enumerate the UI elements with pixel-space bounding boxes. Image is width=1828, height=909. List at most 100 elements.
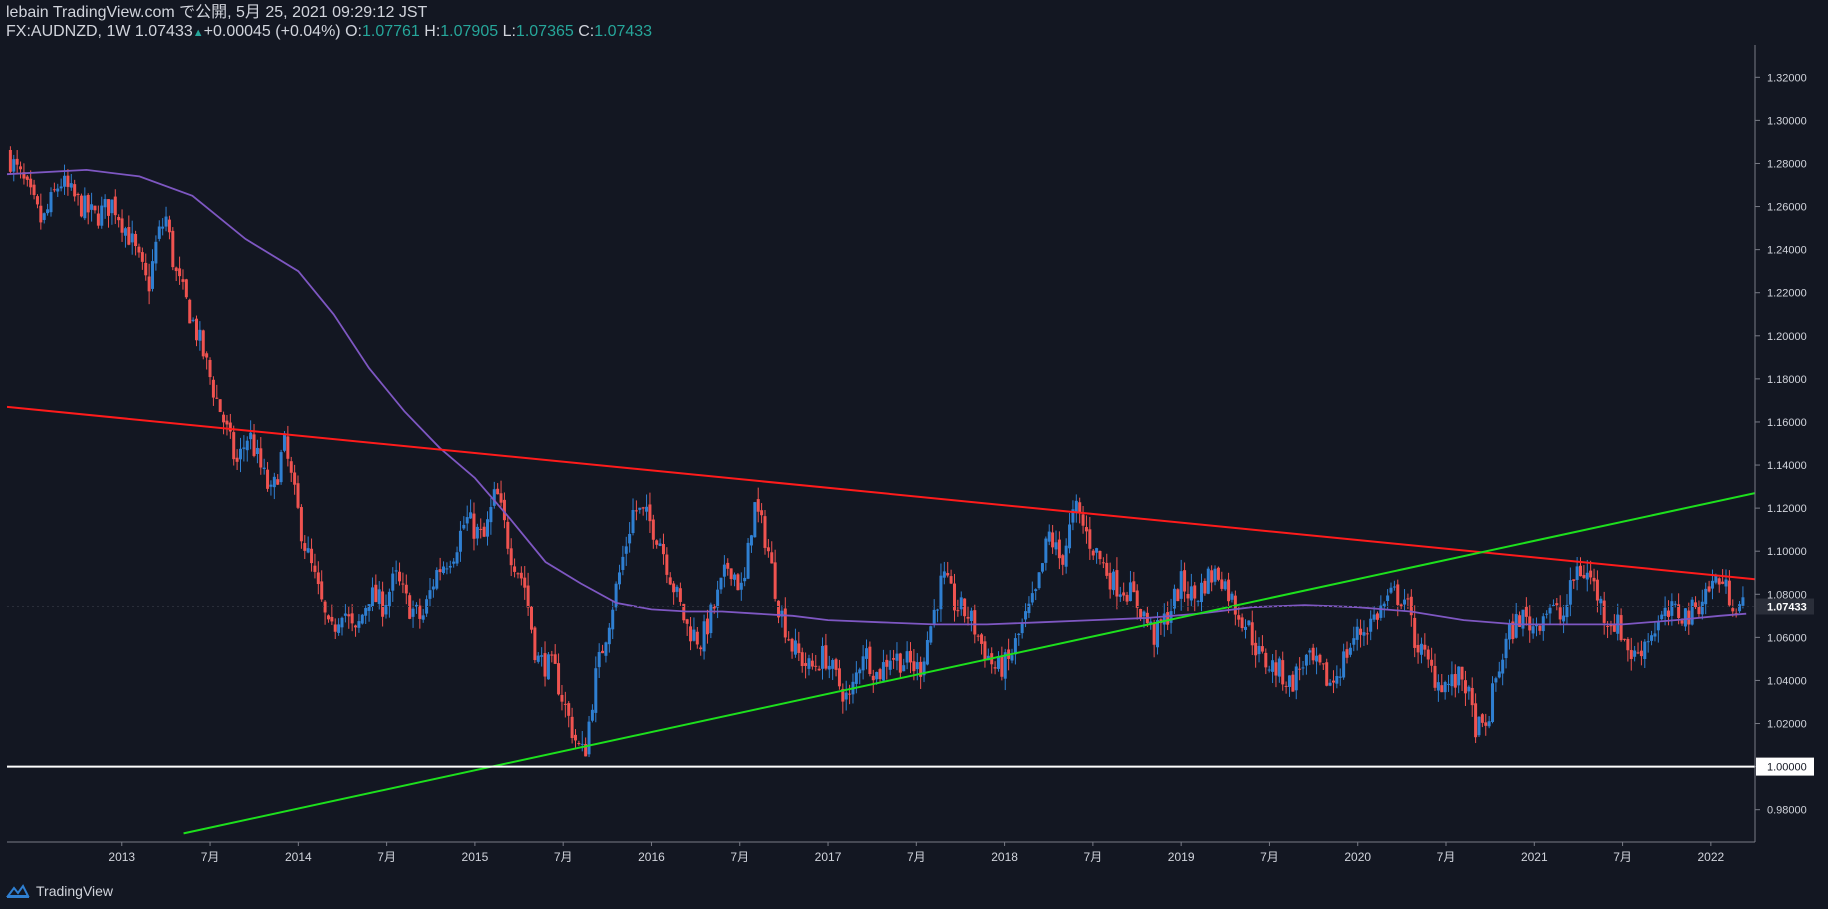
candle-body	[445, 568, 449, 570]
time-axis[interactable]: 2013 7月 2014 7月 2015 7月 2016 7月 2017 7月 2018 7月 2019…	[108, 842, 1725, 864]
candle-body	[1051, 532, 1055, 548]
candle-body	[69, 183, 73, 188]
candle-body	[736, 574, 740, 591]
candle-body	[915, 662, 919, 670]
candle-body	[1311, 647, 1315, 661]
candle-body	[546, 654, 550, 680]
candle-body	[1071, 509, 1075, 523]
candle-body	[1271, 660, 1275, 672]
tradingview-brand[interactable]: TradingView	[6, 880, 113, 902]
candle-body	[1687, 610, 1691, 625]
candle-body	[1277, 658, 1281, 677]
candle-body	[661, 543, 665, 555]
time-tick-label: 7月	[730, 850, 749, 864]
candle-body	[1619, 615, 1623, 641]
time-tick-label: 2018	[991, 850, 1018, 864]
candle-body	[418, 605, 422, 619]
candle-body	[509, 548, 513, 566]
candle-body	[594, 668, 598, 713]
candle-body	[100, 205, 104, 226]
candle-body	[986, 655, 990, 661]
candle-body	[1721, 581, 1725, 584]
candle-body	[442, 566, 446, 574]
candle-body	[1254, 642, 1258, 656]
candle-body	[1345, 649, 1349, 658]
candle-body	[871, 675, 875, 681]
support-trendline[interactable]	[183, 492, 1755, 835]
candle-body	[354, 625, 358, 628]
candle-body	[1714, 575, 1718, 583]
symbol-info-row: FX:AUDNZD, 1W 1.07433▲+0.00045 (+0.04%) …	[6, 23, 652, 42]
time-tick-label: 2019	[1168, 850, 1195, 864]
low-label: L:	[502, 23, 516, 40]
candles-group	[8, 146, 1745, 758]
candle-body	[1487, 721, 1491, 727]
price-tick-label: 1.22000	[1767, 288, 1807, 300]
price-tick-label: 1.06000	[1767, 632, 1807, 644]
candle-body	[482, 526, 486, 537]
candle-body	[1646, 641, 1650, 643]
candle-body	[66, 175, 70, 187]
candle-body	[1704, 588, 1708, 605]
candle-body	[1240, 617, 1244, 629]
candle-body	[425, 599, 429, 614]
candle-body	[144, 262, 148, 276]
candle-body	[949, 576, 953, 584]
candle-body	[942, 571, 946, 578]
candle-body	[573, 734, 577, 741]
candle-body	[235, 457, 239, 462]
candle-body	[655, 540, 659, 545]
candle-body	[276, 479, 280, 485]
candle-body	[83, 195, 87, 219]
candle-body	[888, 660, 892, 670]
candle-body	[208, 359, 212, 378]
plot-area[interactable]	[7, 45, 1755, 842]
candle-body	[1372, 614, 1376, 620]
candle-body	[286, 436, 290, 459]
candle-body	[1579, 565, 1583, 577]
candle-body	[709, 604, 713, 634]
candle-body	[753, 502, 757, 538]
candle-body	[1463, 680, 1467, 694]
candle-body	[1710, 580, 1714, 589]
candle-body	[1497, 671, 1501, 678]
resistance-trendline[interactable]	[7, 405, 1755, 581]
time-tick-label: 2017	[815, 850, 842, 864]
candle-body	[360, 614, 364, 624]
candle-body	[1595, 579, 1599, 601]
candle-body	[374, 584, 378, 603]
time-tick-label: 2021	[1521, 850, 1548, 864]
price-tick-label: 1.16000	[1767, 417, 1807, 429]
candle-body	[1156, 620, 1160, 648]
candle-body	[499, 493, 503, 503]
candle-body	[557, 663, 561, 695]
candle-body	[1193, 585, 1197, 599]
open-label: O:	[345, 23, 362, 40]
symbol-label[interactable]: FX:AUDNZD, 1W	[6, 23, 131, 40]
candle-body	[12, 159, 16, 172]
candle-body	[1470, 687, 1474, 706]
trendlines-group	[7, 405, 1755, 835]
candle-body	[668, 577, 672, 585]
high-label: H:	[424, 23, 441, 40]
candle-body	[1128, 582, 1132, 602]
candle-body	[1095, 548, 1099, 553]
candle-body	[996, 656, 1000, 669]
candle-body	[479, 528, 483, 530]
candle-body	[1142, 611, 1146, 617]
candle-body	[787, 639, 791, 641]
candle-body	[1338, 676, 1342, 678]
candle-body	[1200, 582, 1204, 603]
candle-body	[841, 688, 845, 702]
candle-body	[878, 669, 882, 680]
candle-body	[262, 467, 266, 469]
candle-body	[93, 205, 97, 211]
candle-body	[49, 192, 53, 213]
candle-body	[1494, 678, 1498, 683]
candle-body	[963, 598, 967, 617]
candle-body	[969, 610, 973, 622]
candle-body	[255, 447, 259, 455]
candle-body	[956, 610, 960, 612]
candle-body	[282, 433, 286, 451]
